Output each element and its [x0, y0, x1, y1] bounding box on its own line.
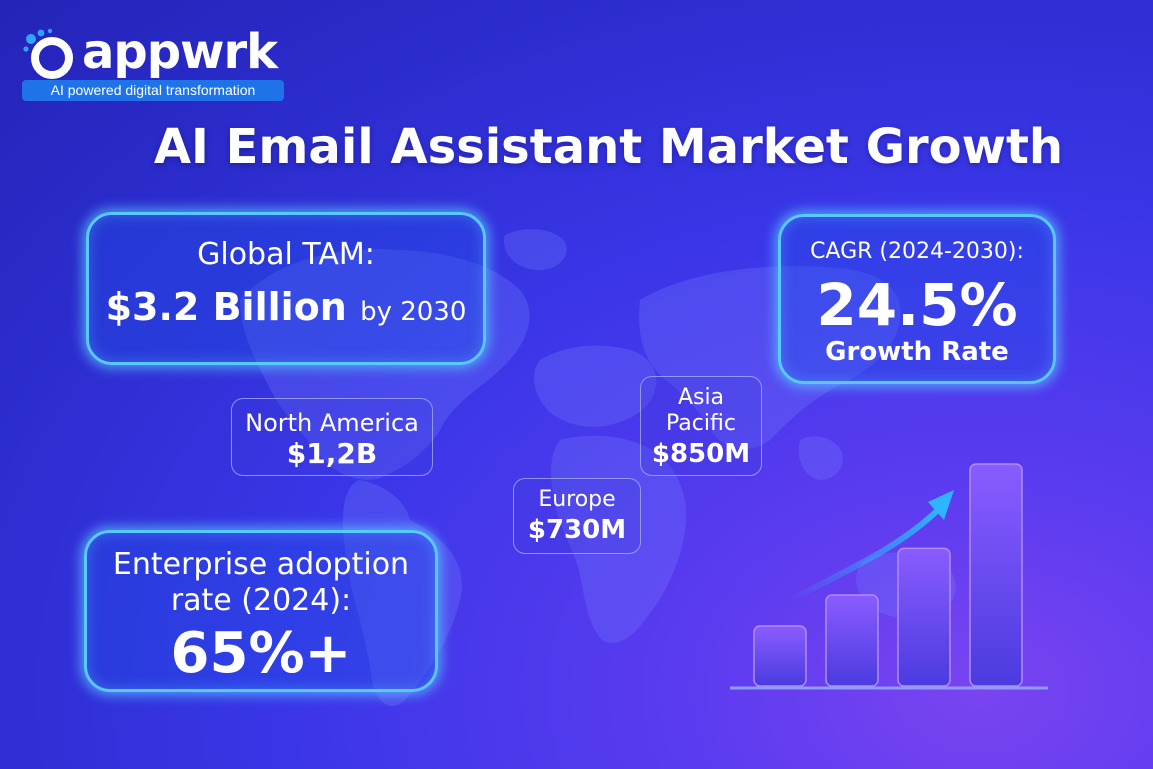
cagr-label: CAGR (2024-2030): — [810, 239, 1024, 264]
region-north-america: North America $1,2B — [231, 398, 433, 476]
brand-name: appwrk — [82, 24, 278, 80]
region-value: $1,2B — [286, 437, 378, 470]
trend-up-arrow-icon — [787, 490, 954, 603]
region-value: $730M — [527, 515, 627, 545]
region-name: Europe — [538, 487, 616, 512]
growth-bar-3 — [897, 547, 951, 687]
enterprise-adoption-card: Enterprise adoption rate (2024): 65%+ — [84, 530, 438, 692]
global-tam-suffix: by 2030 — [360, 297, 467, 327]
adoption-label-line1: Enterprise adoption — [112, 547, 410, 582]
region-name-line2: Pacific — [666, 411, 736, 436]
region-value: $850M — [651, 439, 751, 469]
global-tam-card: Global TAM: $3.2 Billion by 2030 — [86, 212, 486, 365]
growth-bar-4 — [969, 463, 1023, 687]
global-tam-label: Global TAM: — [197, 237, 375, 272]
region-name-line1: Asia — [677, 385, 725, 410]
region-europe: Europe $730M — [513, 478, 641, 554]
adoption-label-line2: rate (2024): — [170, 583, 352, 618]
region-name: North America — [245, 409, 419, 437]
growth-bars — [753, 463, 1023, 687]
growth-bars-graphic — [730, 463, 1048, 690]
cagr-caption: Growth Rate — [825, 337, 1009, 367]
region-asia-pacific: Asia Pacific $850M — [640, 376, 762, 476]
cagr-card: CAGR (2024-2030): 24.5% Growth Rate — [778, 214, 1056, 384]
global-tam-value: $3.2 Billion — [105, 285, 347, 329]
page-title: AI Email Assistant Market Growth — [153, 119, 1064, 175]
appwrk-logo-icon — [23, 28, 73, 79]
cagr-value: 24.5% — [816, 271, 1018, 339]
global-tam-value-line: $3.2 Billion by 2030 — [89, 285, 483, 329]
adoption-value: 65%+ — [170, 621, 352, 686]
growth-bar-2 — [825, 594, 879, 687]
brand-logo: appwrk AI powered digital transformation — [22, 22, 284, 102]
growth-bar-1 — [753, 625, 807, 687]
brand-tagline: AI powered digital transformation — [22, 80, 284, 101]
